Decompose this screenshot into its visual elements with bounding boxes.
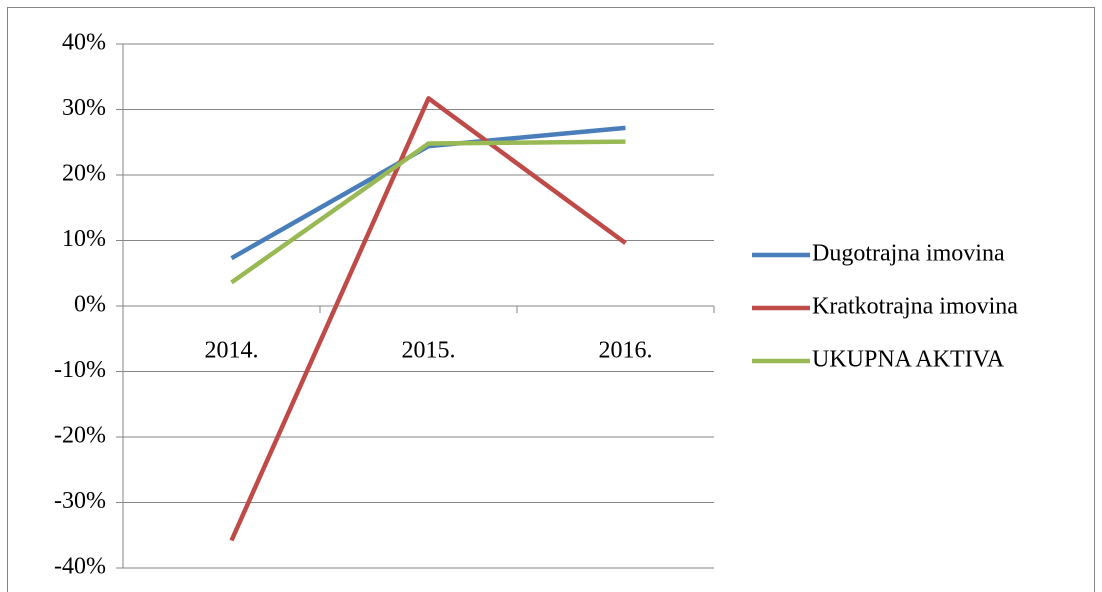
y-tick-label: -30% (54, 488, 106, 514)
x-tick-label: 2015. (402, 338, 456, 364)
y-tick-label: 30% (62, 95, 106, 121)
series-line (229, 96, 627, 542)
chart-border (7, 7, 1095, 592)
x-tick-label: 2014. (205, 338, 259, 364)
y-tick-label: 10% (62, 226, 106, 252)
y-tick-label: -20% (54, 423, 106, 449)
legend-label: Dugotrajna imovina (812, 241, 1005, 267)
y-tick-label: 40% (62, 30, 106, 56)
y-tick-label: -10% (54, 357, 106, 383)
y-tick-label: -40% (54, 554, 106, 580)
y-tick-label: 20% (62, 161, 106, 187)
legend-label: UKUPNA AKTIVA (812, 347, 1005, 373)
x-tick-label: 2016. (599, 338, 653, 364)
y-tick-label: 0% (74, 292, 106, 318)
legend-label: Kratkotrajna imovina (812, 294, 1018, 320)
series-line (230, 139, 626, 285)
